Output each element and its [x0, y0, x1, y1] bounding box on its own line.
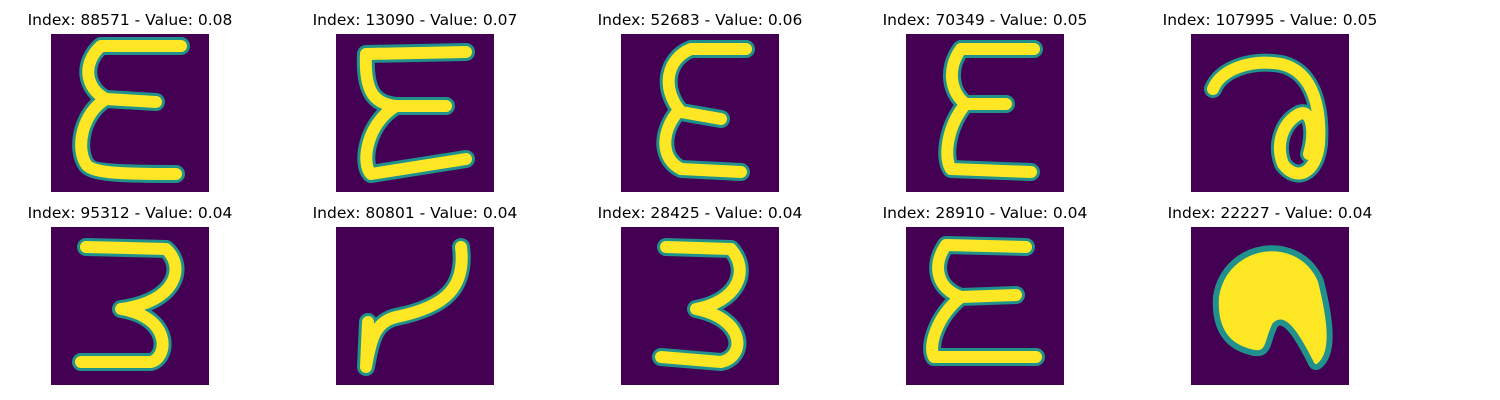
digit-image — [336, 34, 494, 192]
panel-6: Index: 95312 - Value: 0.04 — [0, 203, 260, 385]
panel-title: Index: 13090 - Value: 0.07 — [312, 11, 518, 29]
digit-image — [1191, 34, 1349, 192]
glyph — [1212, 245, 1333, 370]
glyph — [1204, 53, 1329, 183]
digit-image — [906, 227, 1064, 385]
digit-image — [336, 227, 494, 385]
glyph — [72, 238, 185, 371]
glyph — [656, 40, 755, 181]
digit-image — [1191, 227, 1349, 385]
panel-title: Index: 88571 - Value: 0.08 — [27, 11, 233, 29]
panel-3: Index: 52683 - Value: 0.06 — [570, 10, 830, 192]
panel-5: Index: 107995 - Value: 0.05 — [1140, 10, 1400, 192]
digit-image — [621, 227, 779, 385]
glyph — [923, 236, 1045, 366]
panel-10: Index: 22227 - Value: 0.04 — [1140, 203, 1400, 385]
digit-image — [906, 34, 1064, 192]
panel-title: Index: 22227 - Value: 0.04 — [1167, 204, 1373, 222]
panel-title: Index: 95312 - Value: 0.04 — [27, 204, 233, 222]
panel-title: Index: 70349 - Value: 0.05 — [882, 11, 1088, 29]
digit-image — [621, 34, 779, 192]
panel-4: Index: 70349 - Value: 0.05 — [855, 10, 1115, 192]
panel-7: Index: 80801 - Value: 0.04 — [285, 203, 545, 385]
glyph — [356, 43, 475, 183]
glyph — [938, 40, 1043, 181]
digit-image — [51, 34, 209, 192]
panel-1: Index: 88571 - Value: 0.08 — [0, 10, 260, 192]
panel-title: Index: 80801 - Value: 0.04 — [312, 204, 518, 222]
digit-image — [51, 227, 209, 385]
glyph — [72, 37, 190, 183]
panel-title: Index: 107995 - Value: 0.05 — [1162, 11, 1378, 29]
panel-2: Index: 13090 - Value: 0.07 — [285, 10, 545, 192]
panel-8: Index: 28425 - Value: 0.04 — [570, 203, 830, 385]
panel-title: Index: 28910 - Value: 0.04 — [882, 204, 1088, 222]
glyph — [357, 238, 471, 376]
panel-title: Index: 28425 - Value: 0.04 — [597, 204, 803, 222]
panel-9: Index: 28910 - Value: 0.04 — [855, 203, 1115, 385]
panel-title: Index: 52683 - Value: 0.06 — [597, 11, 803, 29]
glyph — [652, 238, 749, 371]
